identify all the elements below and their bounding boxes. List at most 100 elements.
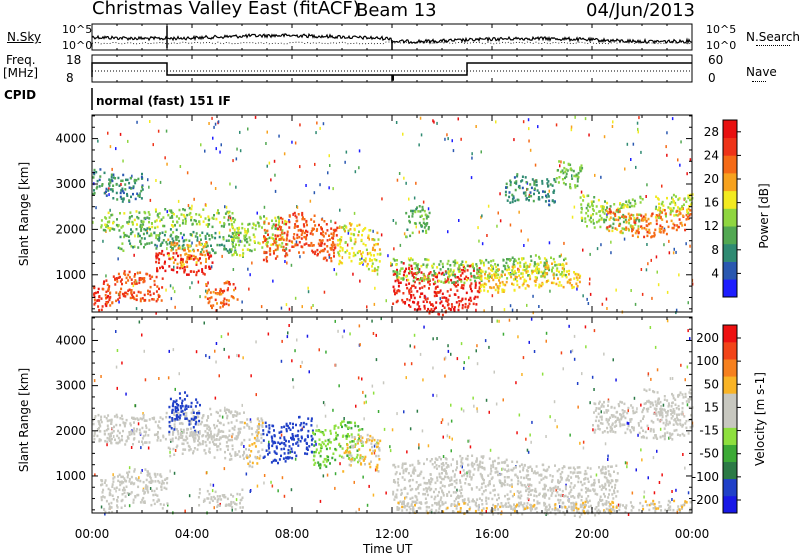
velocity-cell xyxy=(312,458,315,462)
power-cell xyxy=(338,242,341,246)
power-speckle xyxy=(432,119,434,123)
power-cell xyxy=(394,279,397,283)
power-cell xyxy=(130,278,133,281)
power-cell xyxy=(560,273,563,276)
velocity-cell xyxy=(312,431,314,434)
velocity-cell xyxy=(126,475,129,479)
power-cell xyxy=(343,228,346,231)
velocity-cell xyxy=(216,445,219,448)
velocity-cell xyxy=(180,428,183,431)
power-cell xyxy=(549,183,552,186)
velocity-cell xyxy=(119,423,122,427)
power-cell xyxy=(475,303,478,306)
velocity-cell xyxy=(175,428,178,431)
velocity-speckle xyxy=(106,443,108,447)
power-cell xyxy=(643,226,646,230)
power-cell xyxy=(421,279,424,283)
power-cell xyxy=(137,235,140,238)
velocity-cell xyxy=(243,450,245,454)
power-cell xyxy=(573,174,576,178)
power-cell xyxy=(170,224,173,227)
power-cell xyxy=(171,216,174,219)
velocity-cell xyxy=(238,493,241,496)
velocity-cell xyxy=(197,437,200,440)
velocity-speckle xyxy=(128,492,130,496)
power-cell xyxy=(615,208,618,212)
power-cell xyxy=(162,224,164,228)
power-cell xyxy=(356,224,359,227)
velocity-cell xyxy=(327,442,329,446)
power-cell xyxy=(215,309,218,312)
velocity-cell xyxy=(105,428,108,432)
velocity-cell xyxy=(151,417,154,420)
velocity-cell xyxy=(285,429,288,433)
power-cell xyxy=(183,239,186,242)
power-cell xyxy=(395,291,398,295)
power-speckle xyxy=(499,192,501,196)
velocity-cell xyxy=(132,498,135,502)
velocity-cell xyxy=(146,489,149,492)
velocity-cell xyxy=(306,448,309,451)
power-cell xyxy=(188,213,191,216)
velocity-speckle xyxy=(374,468,377,472)
power-cell xyxy=(106,283,109,287)
power-cell xyxy=(109,295,112,299)
power-cell xyxy=(520,180,523,183)
power-cell xyxy=(118,293,121,297)
power-speckle xyxy=(522,120,525,124)
power-cell xyxy=(630,213,633,217)
velocity-speckle xyxy=(498,319,500,323)
power-cell xyxy=(96,185,99,189)
power-cell xyxy=(206,291,209,295)
power-cell xyxy=(495,265,498,269)
power-cell xyxy=(586,204,589,207)
power-cell xyxy=(418,305,421,308)
velocity-speckle xyxy=(256,456,259,460)
velocity-cell xyxy=(350,421,353,424)
power-cell xyxy=(624,218,627,222)
power-speckle xyxy=(563,241,565,245)
velocity-cell xyxy=(110,441,113,445)
velocity-cell xyxy=(430,458,433,461)
power-cell xyxy=(463,266,465,269)
velocity-cell xyxy=(304,452,306,455)
power-speckle xyxy=(210,181,212,185)
power-speckle xyxy=(301,305,303,309)
power-cell xyxy=(530,259,533,262)
power-cell xyxy=(631,228,634,231)
power-speckle xyxy=(117,257,119,261)
velocity-speckle xyxy=(488,345,490,349)
power-cell xyxy=(268,236,271,240)
power-cell xyxy=(218,243,221,247)
velocity-cell xyxy=(118,431,121,435)
power-cell xyxy=(427,277,430,280)
velocity-cell xyxy=(233,414,236,417)
velocity-cell xyxy=(347,451,350,454)
velocity-cell xyxy=(277,441,280,444)
power-cell xyxy=(552,257,555,261)
velocity-cell xyxy=(174,436,177,440)
power-cell xyxy=(339,246,342,249)
velocity-speckle xyxy=(93,379,96,383)
velocity-cell xyxy=(198,504,201,507)
power-cell xyxy=(217,209,219,212)
power-cell xyxy=(376,231,379,235)
power-cell xyxy=(242,252,245,255)
power-cell xyxy=(427,215,430,218)
velocity-cell xyxy=(268,447,270,450)
power-cell xyxy=(654,216,657,219)
power-cell xyxy=(457,283,459,287)
power-cell xyxy=(411,258,414,262)
velocity-cell xyxy=(231,438,234,442)
velocity-speckle xyxy=(209,483,212,487)
velocity-cell xyxy=(206,431,209,435)
velocity-cell xyxy=(107,432,110,436)
power-cell xyxy=(506,264,509,268)
velocity-cell xyxy=(160,485,163,488)
power-cell xyxy=(517,198,520,202)
power-cell xyxy=(436,285,439,288)
power-cell xyxy=(398,272,401,275)
power-cell xyxy=(132,246,135,249)
power-cell xyxy=(148,242,151,245)
velocity-speckle xyxy=(603,352,605,356)
